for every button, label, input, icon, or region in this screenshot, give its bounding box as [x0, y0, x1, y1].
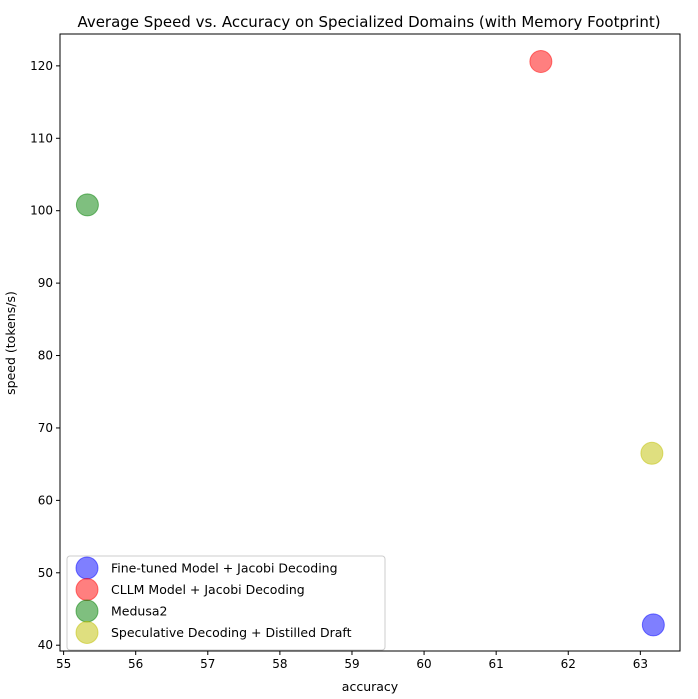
legend-marker — [75, 621, 99, 644]
y-tick-label: 80 — [38, 349, 53, 363]
plot-frame — [59, 33, 681, 652]
x-tick-label: 60 — [416, 657, 431, 671]
y-axis: 40 50 60 70 80 90 100 110 120 — [30, 59, 60, 652]
x-axis-label: accuracy — [342, 679, 399, 694]
y-tick-label: 40 — [38, 638, 53, 652]
y-tick-label: 110 — [30, 131, 53, 145]
scatter-point — [641, 613, 665, 637]
legend-box — [66, 555, 386, 651]
y-tick-label: 50 — [38, 566, 53, 580]
x-tick-label: 58 — [272, 657, 287, 671]
x-tick-label: 55 — [56, 657, 71, 671]
y-tick-label: 120 — [30, 59, 53, 73]
scatter-point — [640, 441, 664, 465]
y-tick-label: 100 — [30, 204, 53, 218]
x-tick-label: 62 — [561, 657, 576, 671]
legend-label: CLLM Model + Jacobi Decoding — [111, 582, 305, 597]
data-points — [75, 50, 665, 637]
x-tick-label: 63 — [633, 657, 648, 671]
legend-marker — [75, 599, 99, 623]
x-tick-label: 57 — [200, 657, 215, 671]
x-tick-label: 56 — [128, 657, 143, 671]
scatter-point — [529, 50, 553, 74]
x-tick-label: 59 — [344, 657, 359, 671]
y-tick-label: 70 — [38, 421, 53, 435]
x-tick-label: 61 — [489, 657, 504, 671]
y-tick-label: 90 — [38, 276, 53, 290]
legend-marker — [75, 556, 99, 580]
legend: Fine-tuned Model + Jacobi Decoding CLLM M… — [66, 555, 386, 651]
legend-marker — [75, 578, 99, 601]
legend-label: Medusa2 — [111, 604, 167, 619]
scatter-point — [75, 193, 99, 217]
y-axis-label: speed (tokens/s) — [3, 291, 18, 395]
chart-title: Average Speed vs. Accuracy on Specialize… — [77, 13, 660, 31]
legend-label: Speculative Decoding + Distilled Draft — [111, 625, 352, 640]
legend-label: Fine-tuned Model + Jacobi Decoding — [111, 561, 338, 576]
x-axis: 55 56 57 58 59 60 61 62 63 — [56, 651, 648, 671]
y-tick-label: 60 — [38, 493, 53, 507]
